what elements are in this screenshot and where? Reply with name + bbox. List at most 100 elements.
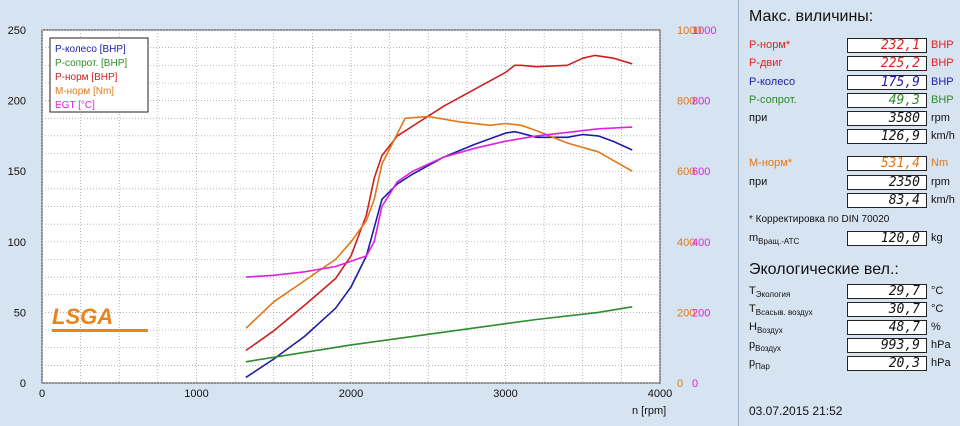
row-unit: BHP xyxy=(931,39,954,51)
value-box: 30,7 xyxy=(847,302,927,317)
row-unit: km/h xyxy=(931,194,955,206)
series-line-egt-c xyxy=(245,126,633,278)
row-label: P-сопрот. xyxy=(749,94,797,106)
eco-row-vapor-pressure: pПар 20,3 hPa xyxy=(749,356,960,372)
row-unit: BHP xyxy=(931,76,954,88)
x-tick-label: 0 xyxy=(39,388,45,400)
row-unit: hPa xyxy=(931,339,951,351)
y-torque-tick-label: 800 xyxy=(677,96,695,108)
y-egt-tick-label: 0 xyxy=(692,378,698,390)
symbol: p xyxy=(749,339,756,351)
row-label: HВоздух xyxy=(749,321,783,335)
row-label: P-норм* xyxy=(749,39,791,51)
row-unit: % xyxy=(931,321,941,333)
x-tick-label: 2000 xyxy=(339,388,363,400)
max-row-p-loss: P-сопрот. 49,3 BHP xyxy=(749,93,960,109)
subscript: Экология xyxy=(755,290,791,300)
timestamp: 03.07.2015 21:52 xyxy=(749,404,843,418)
logo-underline xyxy=(52,329,148,332)
symbol: T xyxy=(749,285,756,297)
x-tick-label: 3000 xyxy=(493,388,517,400)
value-box: 225,2 xyxy=(847,56,927,71)
value-box: 531,4 xyxy=(847,156,927,171)
lsga-logo: LSGA xyxy=(52,304,148,332)
max-row-rpm: при 3580 rpm xyxy=(749,111,960,127)
y-egt-tick-label: 800 xyxy=(692,96,710,108)
value-box: 20,3 xyxy=(847,356,927,371)
legend-item-p-wheel: P-колесо [BHP] xyxy=(55,44,126,55)
y-left-tick-label: 200 xyxy=(8,96,26,108)
row-unit: BHP xyxy=(931,94,954,106)
value-box: 2350 xyxy=(847,175,927,190)
legend-box xyxy=(49,37,149,113)
value-box: 120,0 xyxy=(847,231,927,246)
max-row-speed: 126,9 km/h xyxy=(749,129,960,145)
max-row-p-wheel: P-колесо 175,9 BHP xyxy=(749,75,960,91)
row-label: P-колесо xyxy=(749,76,796,88)
y-torque-tick-label: 1000 xyxy=(677,25,701,37)
value-box: 48,7 xyxy=(847,320,927,335)
y-torque-tick-label: 600 xyxy=(677,166,695,178)
mass-subscript: Вращ.-АТС xyxy=(758,237,800,247)
symbol: p xyxy=(749,357,756,369)
row-unit: BHP xyxy=(931,57,954,69)
series-line-p-норм-bhp xyxy=(245,54,633,352)
eco-row-temp-intake: TВсасыв. воздух 30,7 °C xyxy=(749,302,960,318)
mass-symbol: m xyxy=(749,232,759,244)
row-label: P-двиг xyxy=(749,57,783,69)
y-left-tick-label: 100 xyxy=(8,237,26,249)
y-egt-tick-label: 200 xyxy=(692,307,710,319)
legend-item-m-norm: M-норм [Nm] xyxy=(55,86,114,97)
legend: P-колесо [BHP] P-сопрот. [BHP] P-норм [B… xyxy=(49,37,149,113)
y-egt-tick-label: 400 xyxy=(692,237,710,249)
row-label: при xyxy=(749,176,768,188)
row-unit: rpm xyxy=(931,176,950,188)
row-unit: Nm xyxy=(931,157,949,169)
row-unit: °C xyxy=(931,285,944,297)
row-label: mВращ.-АТС xyxy=(749,232,799,246)
y-egt-tick-label: 600 xyxy=(692,166,710,178)
row-unit: kg xyxy=(931,232,943,244)
eco-row-humidity: HВоздух 48,7 % xyxy=(749,320,960,336)
x-tick-label: 1000 xyxy=(184,388,208,400)
value-box: 3580 xyxy=(847,111,927,126)
x-tick-label: 4000 xyxy=(648,388,672,400)
value-box: 232,1 xyxy=(847,38,927,53)
row-label: pПар xyxy=(749,357,770,371)
torque-row-m-norm: M-норм* 531,4 Nm xyxy=(749,156,960,172)
power-curve-chart: 0 1000 2000 3000 4000 0 50 100 150 200 250 0 200 400 6… xyxy=(8,25,717,417)
eco-values-title: Экологические вел.: xyxy=(749,261,899,278)
symbol: T xyxy=(749,303,756,315)
row-label: pВоздух xyxy=(749,339,781,353)
y-left-tick-label: 0 xyxy=(20,378,26,390)
row-label: TВсасыв. воздух xyxy=(749,303,813,317)
subscript: Пар xyxy=(755,362,770,372)
mass-row: mВращ.-АТС 120,0 kg xyxy=(749,231,960,247)
max-row-p-norm: P-норм* 232,1 BHP xyxy=(749,38,960,54)
symbol: H xyxy=(749,321,757,333)
legend-item-egt: EGT [°C] xyxy=(55,100,95,111)
value-box: 49,3 xyxy=(847,93,927,108)
y-left-tick-label: 150 xyxy=(8,166,26,178)
row-unit: km/h xyxy=(931,130,955,142)
value-box: 29,7 xyxy=(847,284,927,299)
din-correction-note: * Корректировка по DIN 70020 xyxy=(749,214,890,225)
value-box: 993,9 xyxy=(847,338,927,353)
y-left-tick-label: 250 xyxy=(8,25,26,37)
y-left-tick-label: 50 xyxy=(14,307,26,319)
value-box: 126,9 xyxy=(847,129,927,144)
row-label: при xyxy=(749,112,768,124)
y-egt-tick-label: 1000 xyxy=(692,25,716,37)
row-unit: rpm xyxy=(931,112,950,124)
legend-item-p-norm: P-норм [BHP] xyxy=(55,72,118,83)
y-torque-tick-label: 400 xyxy=(677,237,695,249)
subscript: Воздух xyxy=(755,344,781,354)
curves xyxy=(245,54,633,379)
max-values-title: Макс. виличины: xyxy=(749,8,874,25)
row-label: M-норм* xyxy=(749,157,792,169)
max-row-p-engine: P-двиг 225,2 BHP xyxy=(749,56,960,72)
eco-row-air-pressure: pВоздух 993,9 hPa xyxy=(749,338,960,354)
torque-row-rpm: при 2350 rpm xyxy=(749,175,960,191)
torque-row-speed: 83,4 km/h xyxy=(749,193,960,209)
